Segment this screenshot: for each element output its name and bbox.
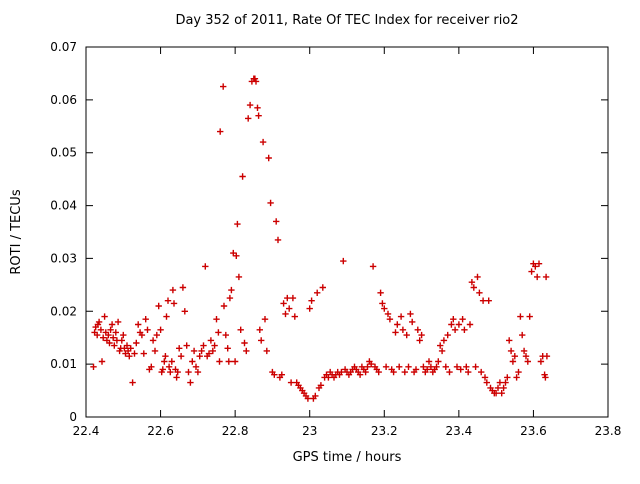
chart-title: Day 352 of 2011, Rate Of TEC Index for r…	[175, 13, 518, 28]
x-tick-label: 23.8	[595, 424, 622, 438]
y-tick-label: 0.05	[50, 146, 77, 160]
x-axis-label: GPS time / hours	[293, 450, 402, 465]
y-tick-label: 0.06	[50, 93, 77, 107]
x-tick-label: 22.8	[222, 424, 249, 438]
scatter-points	[90, 75, 551, 402]
x-tick-label: 23.4	[445, 424, 472, 438]
x-tick-label: 22.6	[147, 424, 174, 438]
scatter-marker-path	[90, 75, 551, 402]
x-tick-label: 23.2	[371, 424, 398, 438]
plot-border	[85, 46, 609, 418]
y-tick-label: 0.07	[50, 40, 77, 54]
axis-tick-labels: 22.4 22.6 22.8 23 23.2 23.4 23.6 23.8 0 0.01 0.02 0…	[50, 40, 621, 438]
y-tick-label: 0.03	[50, 251, 77, 265]
y-tick-label: 0.04	[50, 199, 77, 213]
y-tick-label: 0	[69, 410, 77, 424]
x-tick-label: 23	[302, 424, 317, 438]
x-tick-label: 22.4	[73, 424, 100, 438]
x-tick-label: 23.6	[520, 424, 547, 438]
y-tick-label: 0.01	[50, 357, 77, 371]
y-tick-label: 0.02	[50, 304, 77, 318]
y-axis-label: ROTI / TECUs	[9, 189, 24, 274]
